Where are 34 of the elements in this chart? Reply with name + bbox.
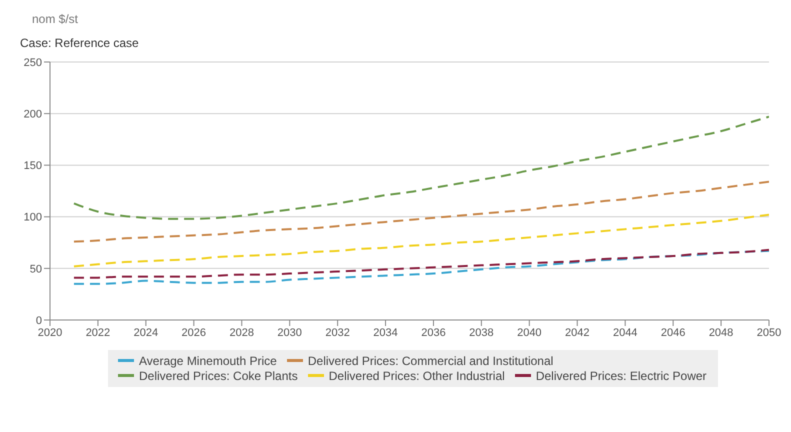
y-tick-label: 0 <box>36 314 42 327</box>
legend-label: Delivered Prices: Coke Plants <box>139 369 298 383</box>
x-tick-label: 2040 <box>517 326 542 339</box>
y-tick-label: 100 <box>24 212 42 224</box>
x-tick-label: 2026 <box>182 326 206 339</box>
line-series <box>72 116 769 220</box>
x-tick-label: 2032 <box>325 326 350 339</box>
y-tick-label: 150 <box>24 160 42 172</box>
x-tick-label: 2046 <box>660 326 686 339</box>
x-tick-label: 2020 <box>38 326 62 339</box>
line-series <box>72 180 769 243</box>
line-series <box>72 214 769 268</box>
y-tick-label: 200 <box>24 108 42 121</box>
x-tick-label: 2024 <box>134 326 158 339</box>
x-tick-label: 2036 <box>421 326 446 339</box>
x-tick-label: 2022 <box>86 326 110 339</box>
x-tick-label: 2038 <box>469 326 494 339</box>
line-series <box>72 250 769 285</box>
y-tick-label: 250 <box>24 56 42 69</box>
x-tick-label: 2030 <box>277 326 302 339</box>
x-tick-label: 2048 <box>708 326 734 339</box>
y-tick-label: 50 <box>30 263 42 276</box>
legend-label: Average Minemouth Price <box>139 354 277 368</box>
x-tick-label: 2050 <box>756 326 782 339</box>
legend-label: Delivered Prices: Other Industrial <box>328 369 505 383</box>
x-tick-label: 2034 <box>373 326 398 339</box>
line-series <box>72 248 769 279</box>
y-axis-title: nom $/st <box>32 12 78 26</box>
x-tick-label: 2028 <box>229 326 254 339</box>
chart-subtitle: Case: Reference case <box>20 36 139 50</box>
legend-label: Delivered Prices: Electric Power <box>536 369 707 383</box>
x-tick-label: 2042 <box>565 326 590 339</box>
legend-label: Delivered Prices: Commercial and Institutional <box>308 354 554 368</box>
x-tick-label: 2044 <box>612 326 638 339</box>
